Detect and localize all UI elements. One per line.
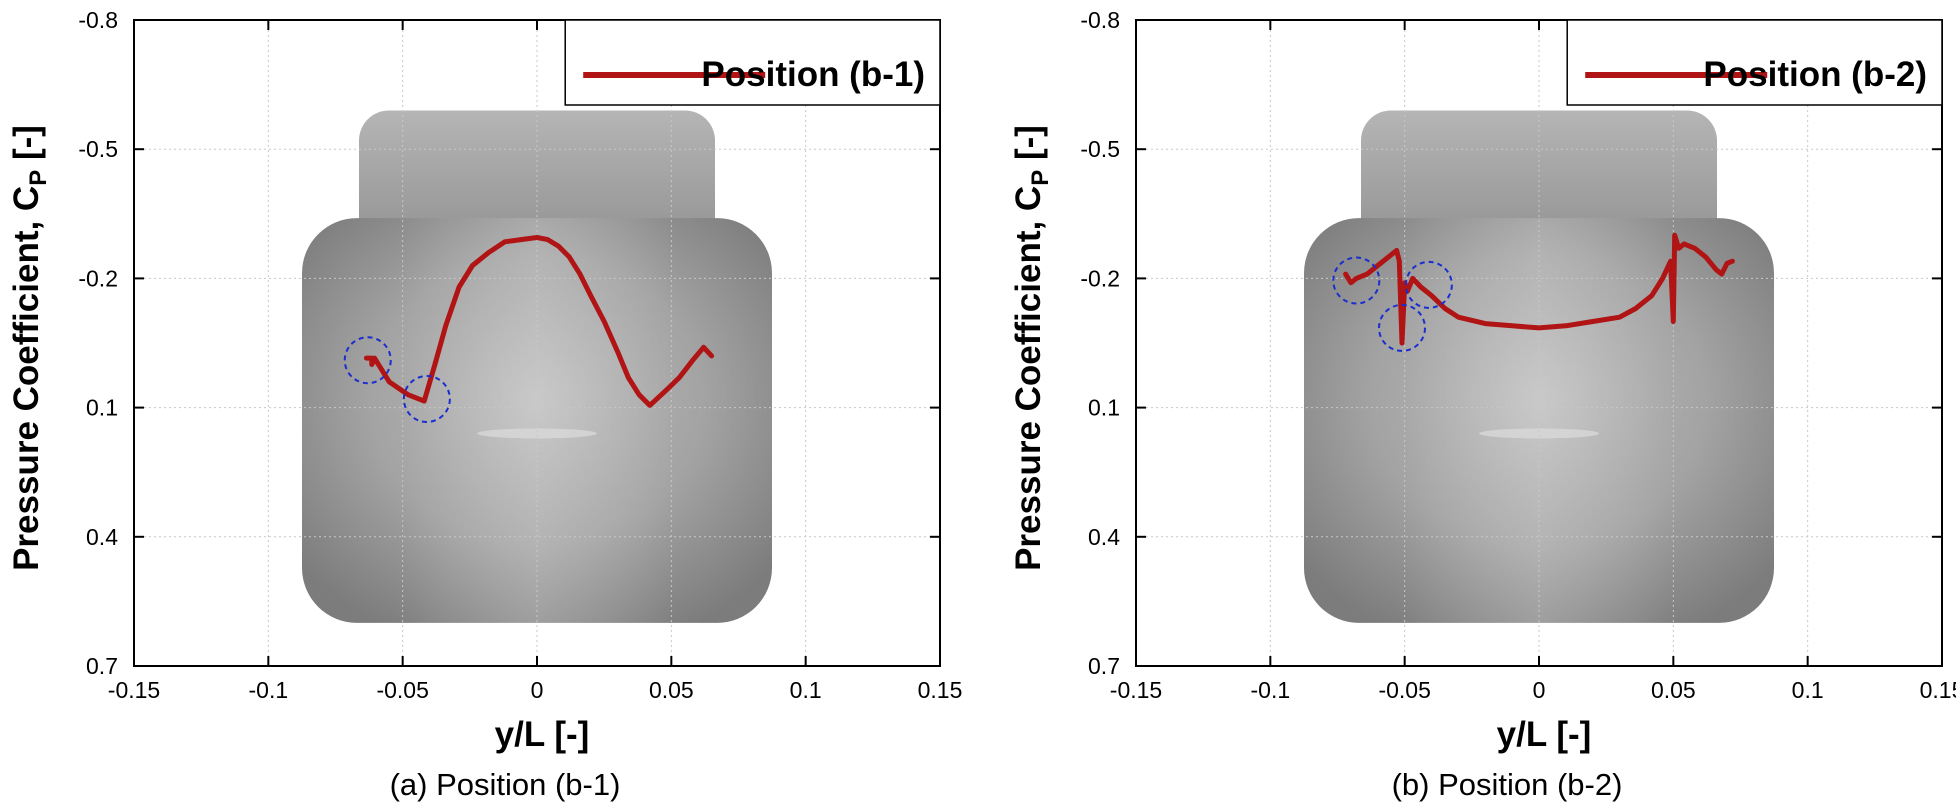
y-axis-label-unit: [-] [1009, 125, 1048, 170]
y-tick-label: -0.5 [1080, 136, 1120, 162]
x-tick-label: 0 [531, 677, 544, 703]
y-axis-label-unit: [-] [7, 125, 46, 170]
x-tick-label: 0.15 [918, 677, 963, 703]
y-tick-label: -0.2 [78, 265, 118, 291]
series-line [363, 235, 715, 408]
grid-lines [1136, 20, 1942, 666]
y-axis-label: Pressure Coefficient, CP [-] [1009, 125, 1054, 571]
legend-box [1566, 19, 1943, 106]
chart-panel-1: -0.15 -0.1 -0.05 0 0.05 0.1 0.15 -0.8 -0.5 -0.2 0.… [7, 7, 962, 802]
x-tick-label: 0.05 [1651, 677, 1696, 703]
vehicle-highlight [1479, 428, 1599, 439]
y-tick-label: 0.7 [86, 653, 118, 679]
y-tick-label: -0.2 [1080, 265, 1120, 291]
grid-lines [134, 20, 940, 666]
x-tick-label: -0.1 [1251, 677, 1291, 703]
legend: Position (b-2) [1566, 19, 1943, 106]
annotation-circle [402, 374, 451, 423]
x-tick-label: -0.05 [1378, 677, 1430, 703]
y-tick-label: 0.7 [1088, 653, 1120, 679]
legend-label: Position (b-1) [701, 55, 925, 94]
legend-label: Position (b-2) [1703, 55, 1927, 94]
y-axis-label-subscript: P [1027, 170, 1054, 186]
x-axis-label: y/L [-] [495, 715, 590, 754]
y-tick-label: -0.8 [1080, 7, 1120, 33]
annotation-circle [1404, 260, 1453, 309]
legend-box [564, 19, 941, 106]
x-tick-label: 0.15 [1920, 677, 1956, 703]
panel-caption: (a) Position (b-1) [390, 767, 621, 802]
y-tick-label: 0.4 [1088, 524, 1120, 550]
annotation-circle [1377, 303, 1426, 352]
series-line [1343, 232, 1735, 346]
x-tick-label: 0 [1533, 677, 1546, 703]
x-tick-label: -0.15 [1110, 677, 1162, 703]
x-tick-label: -0.15 [108, 677, 160, 703]
x-tick-label: 0.1 [790, 677, 822, 703]
y-tick-label: -0.5 [78, 136, 118, 162]
y-tick-label: 0.1 [1088, 395, 1120, 421]
y-tick-label: 0.4 [86, 524, 118, 550]
panel-caption: (b) Position (b-2) [1392, 767, 1623, 802]
y-tick-label: -0.8 [78, 7, 118, 33]
y-axis-label-main: Pressure Coefficient, C [7, 186, 46, 571]
y-axis-label: Pressure Coefficient, CP [-] [7, 125, 52, 571]
chart-panel-2: -0.15 -0.1 -0.05 0 0.05 0.1 0.15 -0.8 -0.5 -0.2 0.… [1009, 7, 1956, 802]
vehicle-highlight [477, 428, 597, 439]
x-tick-label: -0.05 [376, 677, 428, 703]
annotation-circle [343, 336, 392, 385]
y-axis-label-subscript: P [25, 170, 52, 186]
legend: Position (b-1) [564, 19, 941, 106]
x-tick-label: 0.1 [1792, 677, 1824, 703]
x-axis-label: y/L [-] [1497, 715, 1592, 754]
y-axis-label-main: Pressure Coefficient, C [1009, 186, 1048, 571]
annotation-circle [1332, 256, 1381, 305]
x-tick-label: -0.1 [249, 677, 289, 703]
x-tick-label: 0.05 [649, 677, 694, 703]
y-tick-label: 0.1 [86, 395, 118, 421]
